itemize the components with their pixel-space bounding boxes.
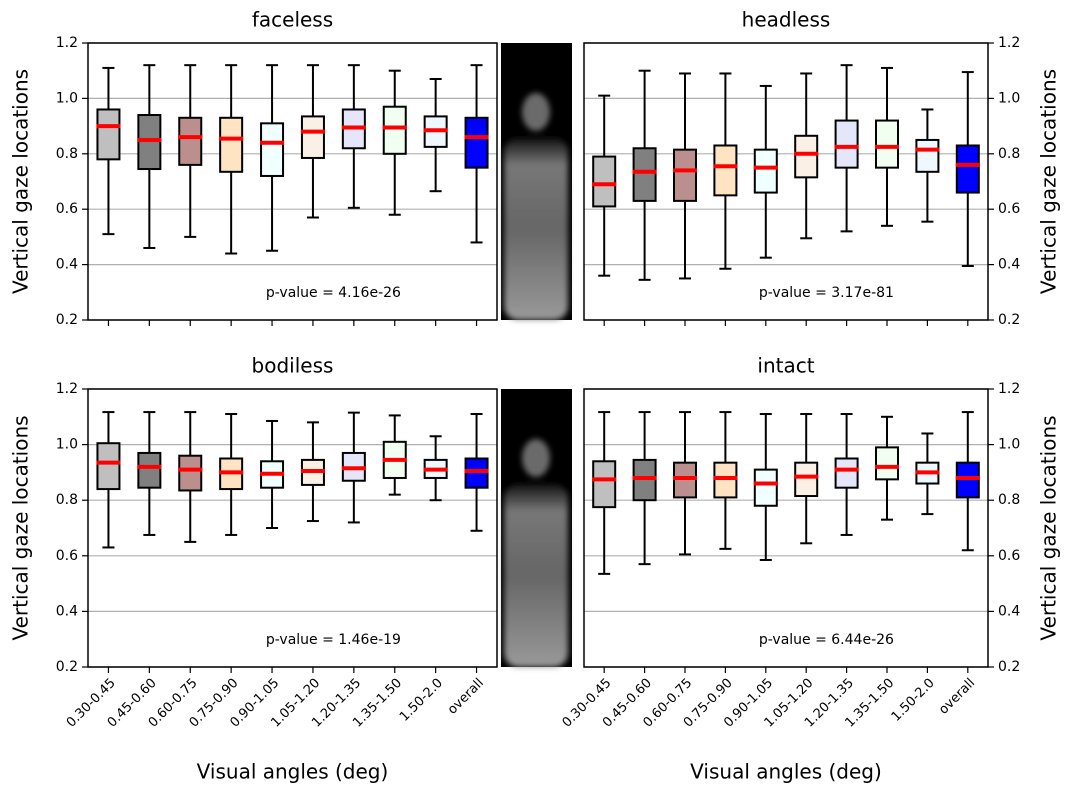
y-axis-label: Vertical gaze locations xyxy=(9,415,33,640)
chart-title: bodiless xyxy=(252,354,334,378)
y-tick-label: 0.2 xyxy=(998,659,1020,675)
annotation: p-value = 1.46e-19 xyxy=(266,632,401,648)
x-tick-label: 1.50-2.0 xyxy=(889,676,938,725)
y-tick-label: 1.0 xyxy=(56,90,78,106)
box xyxy=(464,116,489,169)
box xyxy=(592,460,617,509)
box xyxy=(753,148,778,194)
x-tick-label: overall xyxy=(936,676,978,718)
annotation: p-value = 4.16e-26 xyxy=(266,285,401,301)
y-tick-label: 0.2 xyxy=(998,312,1020,328)
plot-frame xyxy=(87,388,498,668)
box xyxy=(260,122,285,177)
box xyxy=(464,457,489,489)
y-tick-label: 0.8 xyxy=(998,492,1020,508)
y-tick-label: 1.2 xyxy=(56,381,78,397)
y-axis-label: Vertical gaze locations xyxy=(1037,69,1061,294)
box xyxy=(955,461,980,499)
box xyxy=(96,108,121,161)
box xyxy=(137,451,162,489)
y-tick-label: 0.8 xyxy=(998,146,1020,162)
box xyxy=(632,458,657,502)
y-tick-label: 0.4 xyxy=(998,603,1020,619)
chart-title: intact xyxy=(757,354,814,378)
y-tick-label: 0.4 xyxy=(56,257,78,273)
y-tick-label: 1.2 xyxy=(998,381,1020,397)
plot-frame xyxy=(583,42,989,321)
box xyxy=(178,454,203,492)
panel: 0.2 0.4 0.6 0.8 1.0 1.2 headless p-value = 3.17… xyxy=(583,8,1061,328)
y-tick-label: 0.6 xyxy=(998,548,1020,564)
y-tick-label: 1.2 xyxy=(998,35,1020,51)
panel: 0.2 0.4 0.6 0.8 1.0 1.2 faceless p-value = 4.16… xyxy=(9,8,498,328)
plot-frame xyxy=(87,42,498,321)
box xyxy=(673,148,697,202)
box xyxy=(753,468,778,507)
box xyxy=(137,114,162,171)
y-tick-label: 1.0 xyxy=(56,437,78,453)
box xyxy=(300,115,325,159)
box xyxy=(915,138,940,173)
box xyxy=(592,155,617,208)
annotation: p-value = 3.17e-81 xyxy=(759,285,894,301)
y-tick-label: 1.0 xyxy=(998,437,1020,453)
panel: 0.20.40.60.81.01.20.30-0.450.45-0.600.60… xyxy=(560,354,1061,784)
box xyxy=(673,461,697,499)
box xyxy=(713,461,738,499)
person-image xyxy=(501,43,572,320)
box xyxy=(219,116,244,173)
y-tick-label: 0.6 xyxy=(998,201,1020,217)
chart-title: headless xyxy=(742,8,831,32)
y-tick-label: 0.6 xyxy=(56,548,78,564)
box xyxy=(632,147,657,202)
y-tick-label: 0.8 xyxy=(56,492,78,508)
box xyxy=(834,119,859,169)
box xyxy=(382,105,407,155)
plot-frame xyxy=(583,388,989,668)
box xyxy=(875,446,899,481)
x-tick-label: overall xyxy=(445,676,487,718)
box xyxy=(794,461,819,498)
chart-title: faceless xyxy=(252,8,333,32)
box xyxy=(875,119,899,169)
box xyxy=(794,134,819,179)
y-tick-label: 0.2 xyxy=(56,312,78,328)
box xyxy=(96,442,121,491)
x-axis-label: Visual angles (deg) xyxy=(690,760,882,784)
x-tick-label: 1.50-2.0 xyxy=(397,676,446,725)
y-tick-label: 0.4 xyxy=(56,603,78,619)
box xyxy=(955,144,980,194)
y-tick-label: 0.2 xyxy=(56,659,78,675)
box xyxy=(834,457,859,489)
y-tick-label: 0.4 xyxy=(998,257,1020,273)
y-tick-label: 1.2 xyxy=(56,35,78,51)
y-tick-label: 1.0 xyxy=(998,90,1020,106)
box xyxy=(713,144,738,197)
y-tick-label: 0.6 xyxy=(56,201,78,217)
annotation: p-value = 6.44e-26 xyxy=(759,632,894,648)
panel: 0.20.40.60.81.01.20.30-0.450.45-0.600.60… xyxy=(9,354,498,784)
y-tick-label: 0.8 xyxy=(56,146,78,162)
person-image xyxy=(501,389,572,667)
x-axis-label: Visual angles (deg) xyxy=(197,760,389,784)
box xyxy=(178,116,203,166)
y-axis-label: Vertical gaze locations xyxy=(9,69,33,294)
y-axis-label: Vertical gaze locations xyxy=(1037,415,1061,640)
